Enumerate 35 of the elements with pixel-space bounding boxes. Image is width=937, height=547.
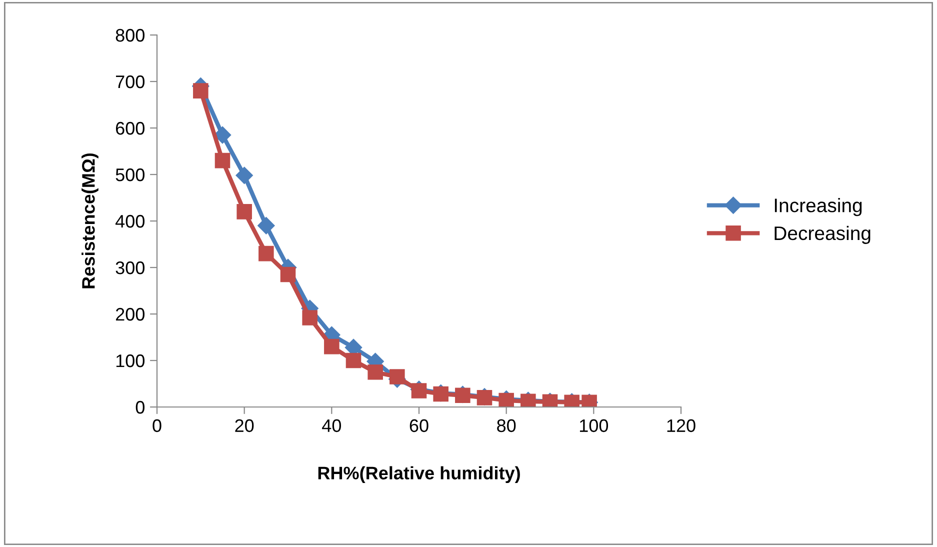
y-axis-title: Resistence(MΩ) bbox=[82, 153, 98, 288]
y-tick-label: 300 bbox=[116, 261, 144, 274]
point bbox=[411, 383, 427, 398]
point bbox=[324, 338, 340, 354]
point bbox=[302, 310, 318, 326]
y-tick-label: 100 bbox=[116, 354, 144, 368]
y-tick-label: 200 bbox=[116, 308, 144, 321]
x-tick-label: 80 bbox=[497, 419, 516, 432]
x-tick-label: 40 bbox=[322, 419, 342, 432]
point bbox=[280, 266, 296, 282]
x-tick-label: 60 bbox=[410, 419, 428, 432]
point bbox=[193, 83, 208, 98]
point bbox=[346, 352, 362, 368]
point bbox=[258, 246, 274, 262]
point bbox=[368, 364, 383, 380]
x-tick-label: 120 bbox=[667, 419, 696, 432]
y-tick-label: 0 bbox=[136, 400, 144, 414]
point bbox=[390, 369, 405, 384]
y-tick-label: 400 bbox=[115, 214, 144, 228]
y-tick-label: 700 bbox=[116, 75, 144, 88]
y-tick-label: 600 bbox=[116, 122, 144, 135]
y-tick-label: 500 bbox=[116, 168, 144, 182]
point bbox=[476, 390, 492, 406]
legend-label: Decreasing bbox=[774, 226, 870, 244]
point bbox=[236, 204, 252, 220]
point bbox=[236, 166, 253, 184]
point bbox=[214, 152, 230, 168]
y-tick-label: 800 bbox=[116, 28, 144, 42]
x-tick-label: 0 bbox=[152, 419, 162, 432]
x-tick-label: 100 bbox=[580, 419, 608, 432]
point bbox=[258, 217, 275, 234]
x-tick-label: 20 bbox=[235, 419, 254, 432]
x-axis-title: RH%(Relative humidity) bbox=[318, 466, 520, 484]
point bbox=[498, 392, 514, 407]
legend-label: Increasing bbox=[774, 198, 862, 216]
